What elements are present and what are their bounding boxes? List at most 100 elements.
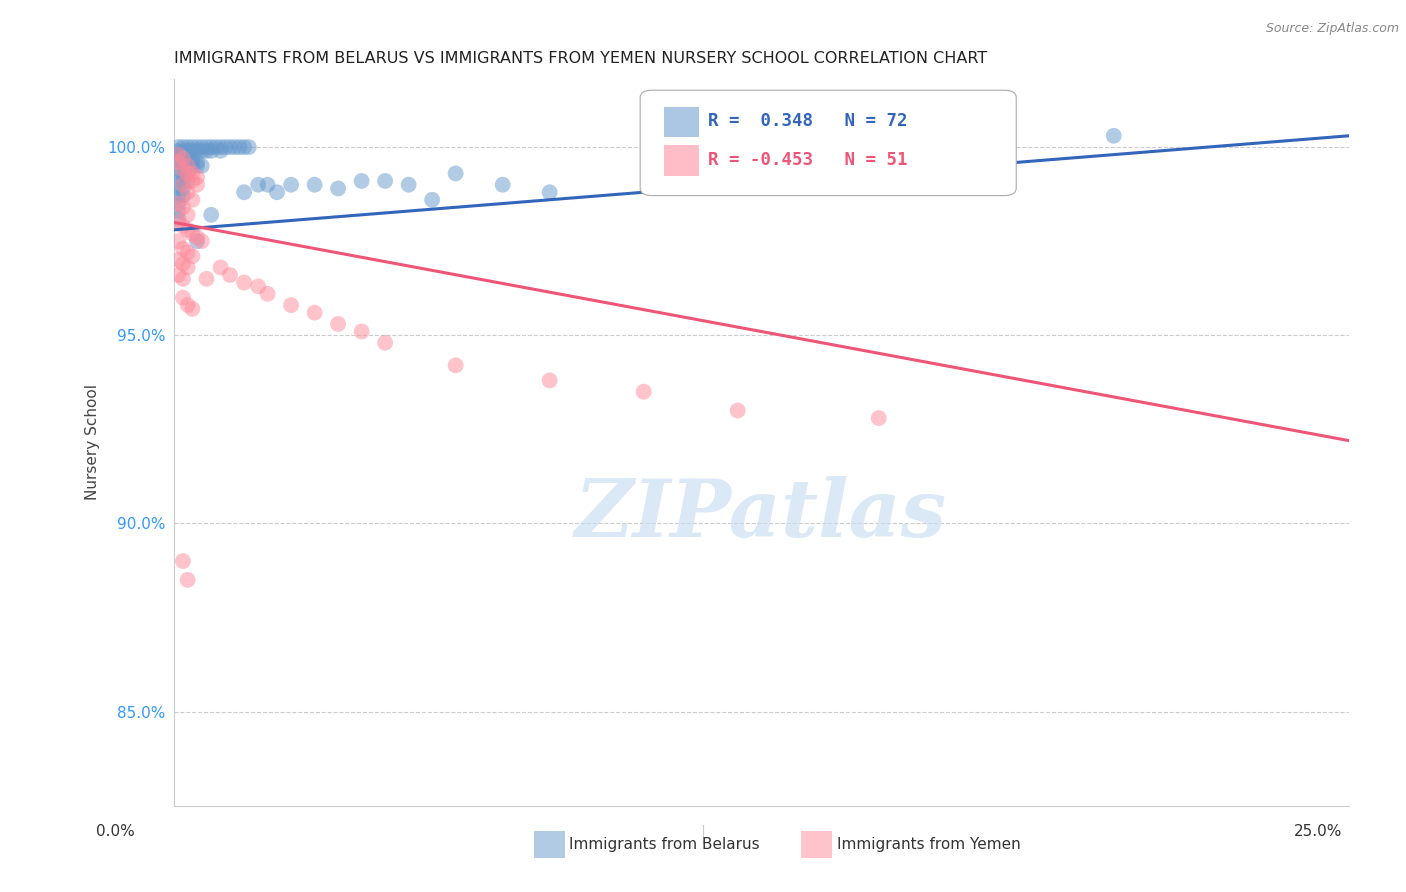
Point [172, 219, 194, 233]
Point [181, 249, 204, 263]
Point [167, 174, 190, 188]
Point [181, 155, 204, 169]
Point [172, 162, 194, 177]
Point [444, 166, 467, 180]
Point [172, 159, 194, 173]
Point [266, 186, 288, 200]
Point [200, 140, 222, 154]
Point [326, 181, 349, 195]
FancyBboxPatch shape [640, 90, 1017, 195]
Point [205, 140, 228, 154]
Point [167, 189, 190, 203]
Point [181, 166, 204, 180]
Point [186, 155, 208, 169]
Point [256, 178, 278, 192]
Point [186, 178, 208, 192]
Point [167, 155, 190, 169]
Point [172, 174, 194, 188]
Point [167, 147, 190, 161]
Point [167, 211, 190, 226]
Text: ZIPatlas: ZIPatlas [575, 476, 948, 554]
Point [280, 298, 302, 312]
Point [167, 204, 190, 219]
Point [181, 174, 204, 188]
Text: R =  0.348   N = 72: R = 0.348 N = 72 [709, 112, 908, 130]
Bar [664, 145, 699, 176]
Point [176, 245, 198, 260]
Point [186, 159, 208, 173]
Point [181, 140, 204, 154]
Point [172, 155, 194, 169]
Point [219, 268, 242, 282]
Point [444, 359, 467, 373]
Point [191, 140, 214, 154]
Point [191, 159, 214, 173]
Point [167, 166, 190, 180]
Point [228, 140, 250, 154]
Text: Immigrants from Belarus: Immigrants from Belarus [569, 838, 761, 852]
Point [247, 178, 270, 192]
Point [247, 279, 270, 293]
Point [167, 159, 190, 173]
Point [186, 230, 208, 244]
Point [172, 242, 194, 256]
Point [176, 144, 198, 158]
Point [167, 196, 190, 211]
Point [304, 306, 326, 320]
Point [326, 317, 349, 331]
Point [176, 573, 198, 587]
Point [176, 140, 198, 154]
Point [374, 174, 396, 188]
Point [195, 272, 218, 286]
Point [167, 234, 190, 248]
Point [172, 178, 194, 192]
Point [191, 234, 214, 248]
Point [1102, 128, 1125, 143]
Point [209, 140, 232, 154]
Point [181, 152, 204, 166]
Point [176, 166, 198, 180]
Point [167, 196, 190, 211]
Point [538, 373, 561, 387]
Point [181, 227, 204, 241]
Point [181, 144, 204, 158]
Point [172, 166, 194, 180]
Point [167, 181, 190, 195]
Point [167, 252, 190, 267]
Point [350, 325, 373, 339]
Point [172, 200, 194, 214]
Point [186, 170, 208, 185]
Point [176, 155, 198, 169]
Point [374, 335, 396, 350]
Point [176, 166, 198, 180]
Point [256, 286, 278, 301]
Point [195, 140, 218, 154]
Point [195, 144, 218, 158]
Point [350, 174, 373, 188]
Point [176, 159, 198, 173]
Point [868, 411, 890, 425]
Point [172, 140, 194, 154]
Point [200, 208, 222, 222]
Point [233, 276, 256, 290]
Point [167, 147, 190, 161]
Point [727, 403, 749, 417]
Text: 25.0%: 25.0% [1295, 824, 1343, 838]
Bar [664, 107, 699, 137]
Point [200, 144, 222, 158]
Point [219, 140, 242, 154]
Point [238, 140, 260, 154]
Point [176, 159, 198, 173]
Point [176, 174, 198, 188]
Point [176, 208, 198, 222]
Point [233, 140, 256, 154]
Point [172, 189, 194, 203]
Point [224, 140, 246, 154]
Point [172, 272, 194, 286]
Point [176, 186, 198, 200]
Y-axis label: Nursery School: Nursery School [86, 384, 100, 500]
Point [172, 291, 194, 305]
Point [233, 186, 256, 200]
Point [167, 140, 190, 154]
Point [186, 140, 208, 154]
